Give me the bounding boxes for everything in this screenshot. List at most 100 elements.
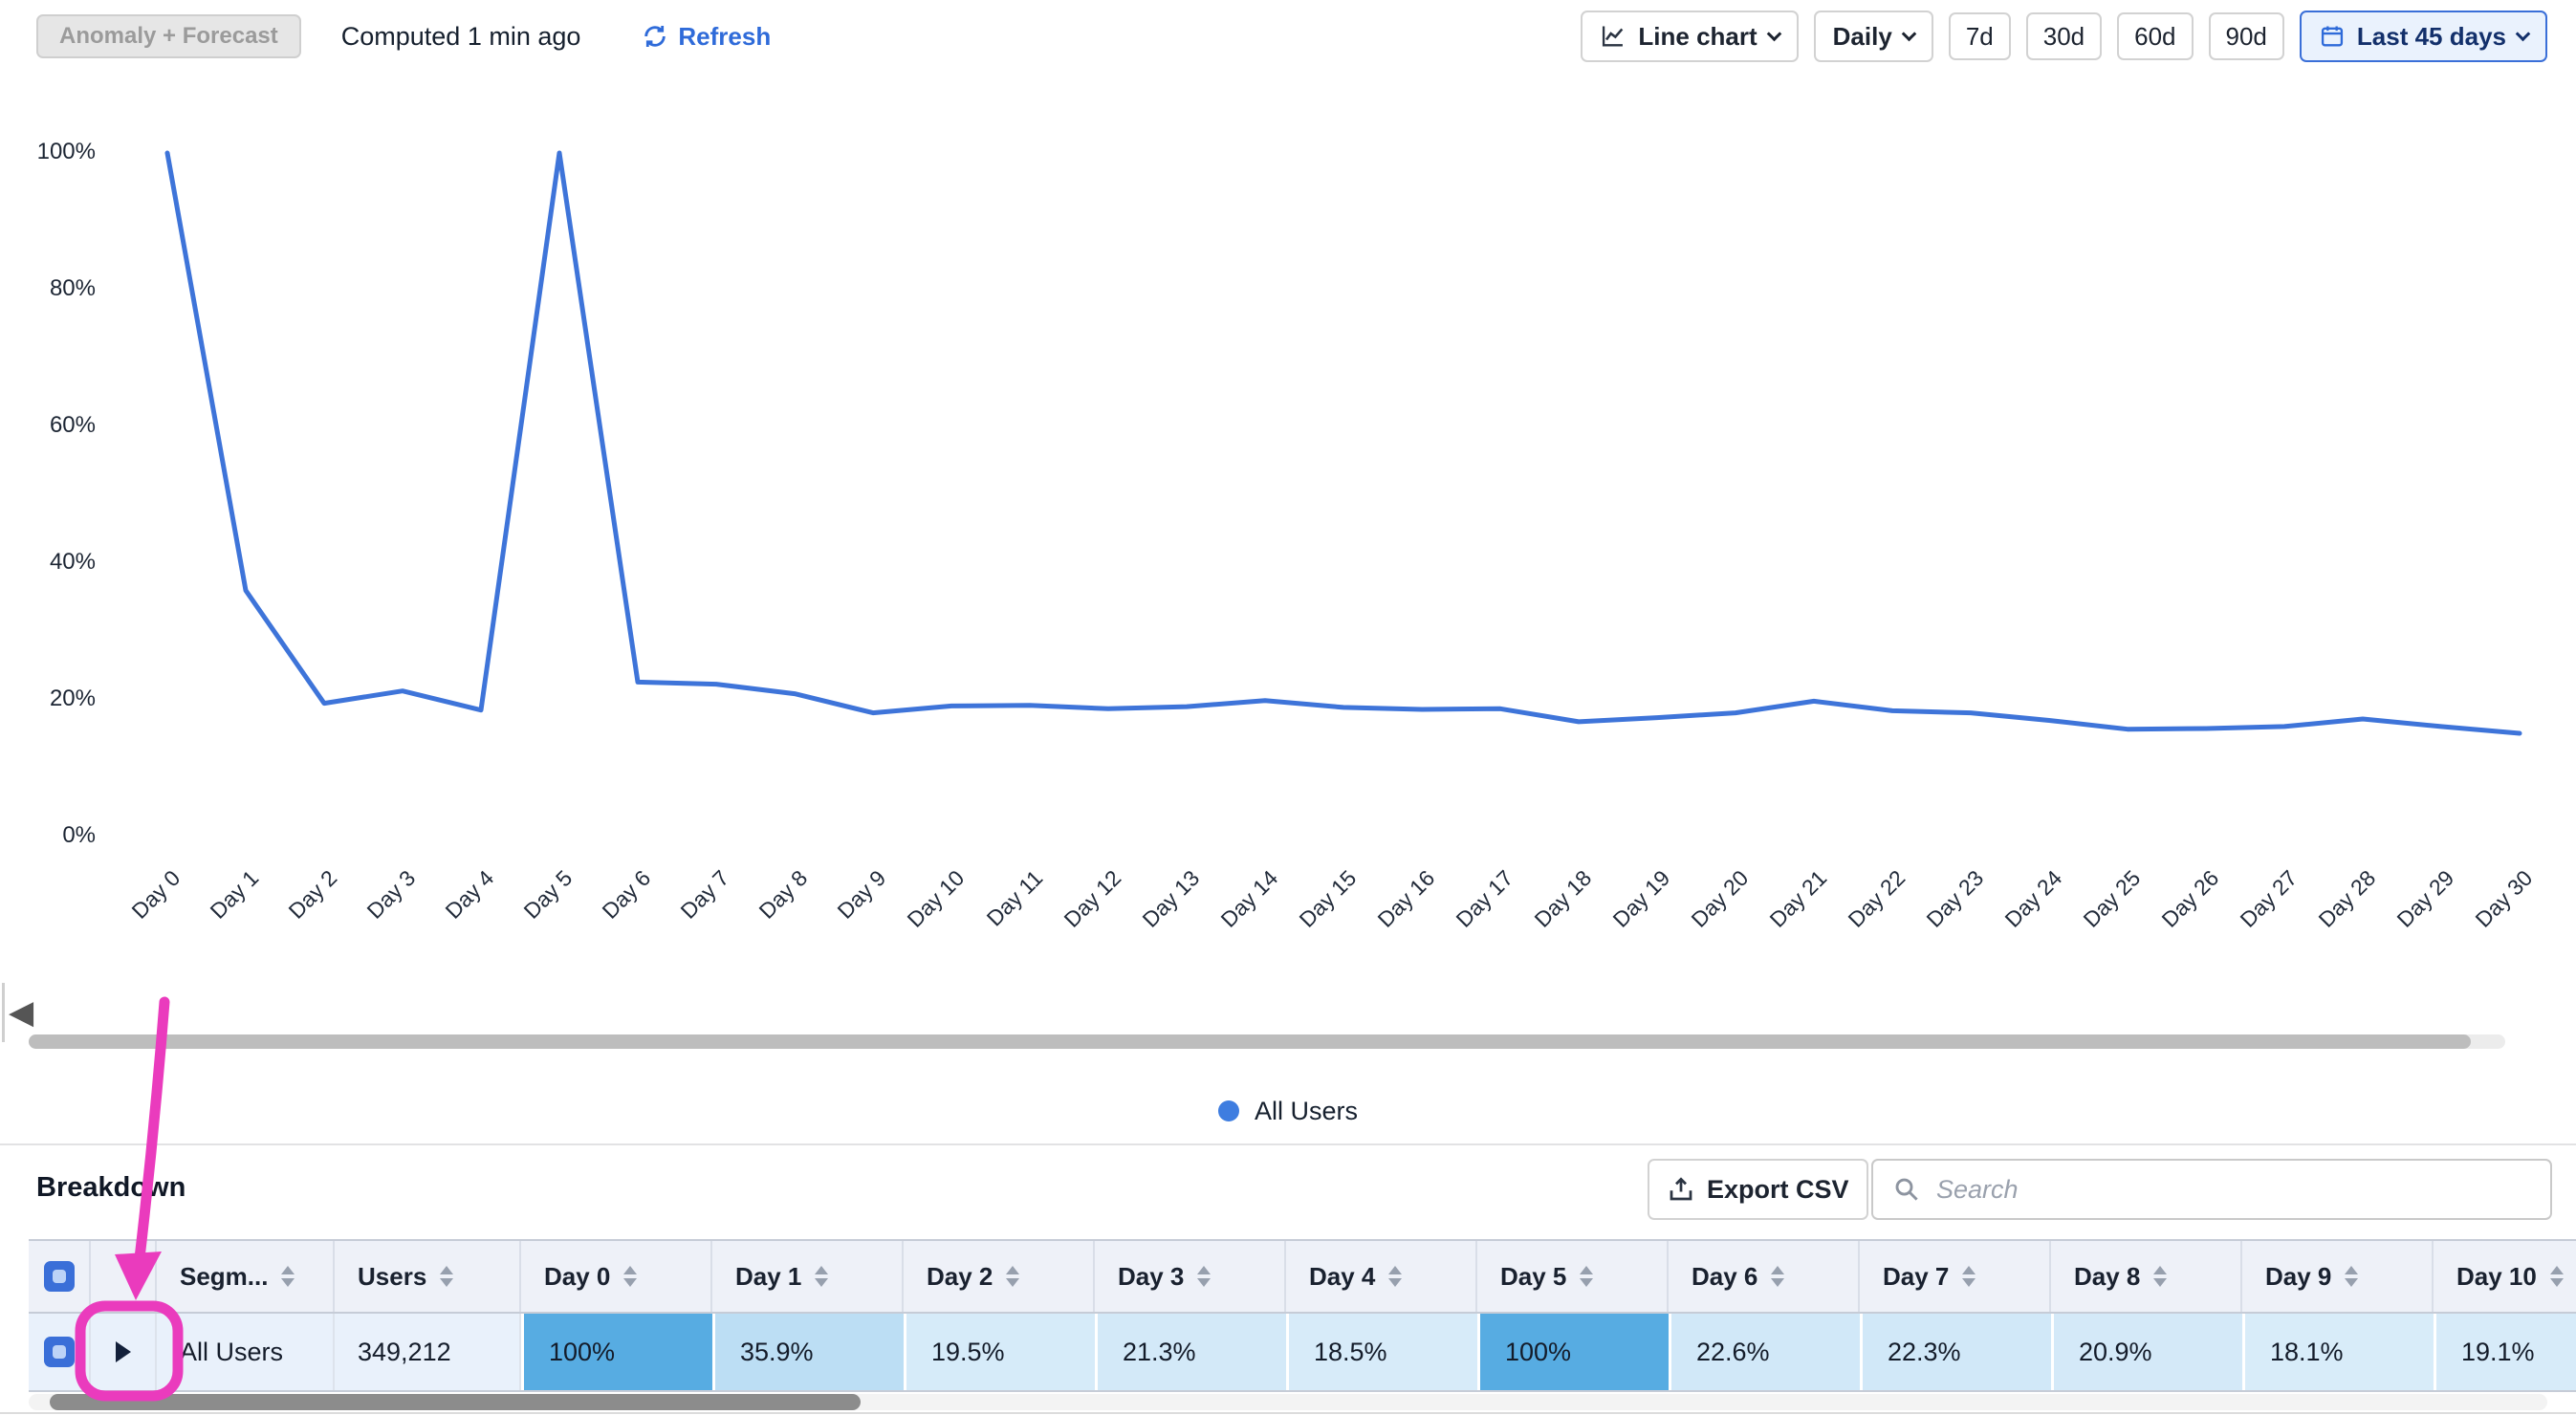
- range-30d-button[interactable]: 30d: [2025, 12, 2103, 60]
- column-label: Day 9: [2265, 1261, 2332, 1291]
- column-header-day-2[interactable]: Day 2: [904, 1241, 1095, 1312]
- day-4-value-cell: 18.5%: [1286, 1314, 1477, 1390]
- breakdown-table: Segm... Users Day 0 Day 1 Day 2 Day 3 Day 4 Day…: [29, 1239, 2576, 1392]
- sort-icon[interactable]: [1962, 1266, 1976, 1287]
- chart-type-dropdown[interactable]: Line chart: [1581, 11, 1799, 62]
- column-header-day-7[interactable]: Day 7: [1860, 1241, 2051, 1312]
- page-bottom-border: [0, 1412, 2576, 1414]
- toolbar-right-group: Line chart Daily 7d 30d 60d 90d Last 45 …: [1581, 11, 2547, 62]
- sort-up-arrow: [1771, 1266, 1785, 1274]
- range-7d-button[interactable]: 7d: [1948, 12, 2011, 60]
- sort-icon[interactable]: [281, 1266, 295, 1287]
- column-header-day-8[interactable]: Day 8: [2051, 1241, 2242, 1312]
- day-10-value-cell: 19.1%: [2434, 1314, 2576, 1390]
- export-icon: [1670, 1177, 1692, 1201]
- sort-icon[interactable]: [1388, 1266, 1403, 1287]
- table-scrollbar-thumb[interactable]: [50, 1394, 861, 1410]
- search-box: [1871, 1159, 2552, 1220]
- column-label: Day 3: [1118, 1261, 1185, 1291]
- column-header-expand[interactable]: [91, 1241, 157, 1312]
- sort-icon[interactable]: [2345, 1266, 2359, 1287]
- day-0-value-cell: 100%: [521, 1314, 712, 1390]
- breakdown-title: Breakdown: [36, 1172, 186, 1203]
- series-swatch-toggle[interactable]: [43, 1337, 75, 1367]
- collapse-panel-button[interactable]: ◀: [2, 983, 33, 1042]
- date-range-label: Last 45 days: [2356, 21, 2506, 51]
- series-line-all-users: [164, 150, 2522, 736]
- sort-icon[interactable]: [1580, 1266, 1594, 1287]
- day-5-value-cell: 100%: [1477, 1314, 1669, 1390]
- series-color-dot: [1217, 1100, 1239, 1121]
- sort-up-arrow: [2153, 1266, 2168, 1274]
- column-header-day-0[interactable]: Day 0: [521, 1241, 712, 1312]
- sort-up-arrow: [815, 1266, 829, 1274]
- swatch-inner: [52, 1345, 66, 1359]
- sort-up-arrow: [2549, 1266, 2564, 1274]
- sort-down-arrow: [623, 1278, 638, 1287]
- range-90d-button[interactable]: 90d: [2208, 12, 2284, 60]
- sort-up-arrow: [2345, 1266, 2359, 1274]
- day-3-value-cell: 21.3%: [1095, 1314, 1286, 1390]
- retention-chart: 0% 20% 40% 60% 80% 100% Day 0 Day 1 Day 2 Day 3 Da…: [0, 63, 2576, 1019]
- column-header-day-9[interactable]: Day 9: [2242, 1241, 2434, 1312]
- granularity-label: Daily: [1832, 21, 1892, 51]
- sort-down-arrow: [2549, 1278, 2564, 1287]
- column-label: Day 1: [735, 1261, 802, 1291]
- refresh-label: Refresh: [678, 21, 772, 51]
- sort-icon[interactable]: [1006, 1266, 1020, 1287]
- refresh-button[interactable]: Refresh: [642, 22, 771, 52]
- chevron-down-icon: [1766, 26, 1781, 41]
- y-axis-tick: 80%: [49, 275, 96, 301]
- y-axis-tick: 100%: [36, 139, 96, 164]
- sort-icon[interactable]: [1771, 1266, 1785, 1287]
- chart-legend: All Users: [0, 1090, 2576, 1132]
- sort-icon[interactable]: [2549, 1266, 2564, 1287]
- column-header-day-10[interactable]: Day 10: [2434, 1241, 2576, 1312]
- day-2-value-cell: 19.5%: [904, 1314, 1095, 1390]
- chart-toolbar: Anomaly + Forecast Computed 1 min ago Re…: [0, 0, 2576, 63]
- date-range-button[interactable]: Last 45 days: [2299, 11, 2547, 62]
- granularity-dropdown[interactable]: Daily: [1813, 11, 1933, 62]
- y-axis-tick: 40%: [49, 549, 96, 575]
- table-row: All Users 349,212 100% 35.9% 19.5% 21.3% 18.5%…: [29, 1314, 2576, 1392]
- chart-scrollbar-thumb[interactable]: [29, 1034, 2471, 1049]
- day-7-value-cell: 22.3%: [1860, 1314, 2051, 1390]
- sort-up-arrow: [1006, 1266, 1020, 1274]
- sort-icon[interactable]: [1197, 1266, 1212, 1287]
- column-header-day-3[interactable]: Day 3: [1095, 1241, 1286, 1312]
- export-csv-button[interactable]: Export CSV: [1648, 1159, 1868, 1220]
- line-chart-icon: [1603, 26, 1624, 47]
- calendar-icon: [2321, 26, 2343, 47]
- y-axis-tick: 0%: [62, 822, 96, 848]
- column-header-day-6[interactable]: Day 6: [1669, 1241, 1860, 1312]
- column-label: Day 6: [1692, 1261, 1758, 1291]
- column-header-visibility[interactable]: [29, 1241, 91, 1312]
- range-60d-button[interactable]: 60d: [2117, 12, 2194, 60]
- column-header-segment[interactable]: Segm...: [157, 1241, 335, 1312]
- day-9-value-cell: 18.1%: [2242, 1314, 2434, 1390]
- legend-label: All Users: [1254, 1096, 1358, 1125]
- section-divider: [0, 1143, 2576, 1145]
- export-csv-label: Export CSV: [1707, 1174, 1849, 1204]
- column-header-users[interactable]: Users: [335, 1241, 521, 1312]
- sort-icon[interactable]: [440, 1266, 454, 1287]
- column-header-day-5[interactable]: Day 5: [1477, 1241, 1669, 1312]
- sort-icon[interactable]: [623, 1266, 638, 1287]
- column-header-day-1[interactable]: Day 1: [712, 1241, 904, 1312]
- chart-scrollbar[interactable]: [29, 1034, 2505, 1049]
- retention-line-svg: [164, 150, 2522, 736]
- legend-item[interactable]: All Users: [1217, 1096, 1358, 1126]
- sort-icon[interactable]: [2153, 1266, 2168, 1287]
- swatch-inner: [52, 1270, 66, 1283]
- expand-row-button[interactable]: [91, 1314, 157, 1390]
- column-header-day-4[interactable]: Day 4: [1286, 1241, 1477, 1312]
- sort-icon[interactable]: [815, 1266, 829, 1287]
- column-label: Users: [358, 1261, 427, 1291]
- search-input[interactable]: [1936, 1174, 2531, 1205]
- sort-down-arrow: [2153, 1278, 2168, 1287]
- sort-down-arrow: [815, 1278, 829, 1287]
- day-8-value-cell: 20.9%: [2051, 1314, 2242, 1390]
- anomaly-forecast-button[interactable]: Anomaly + Forecast: [36, 14, 301, 58]
- table-scrollbar[interactable]: [29, 1394, 2547, 1410]
- series-swatch-toggle[interactable]: [43, 1261, 75, 1292]
